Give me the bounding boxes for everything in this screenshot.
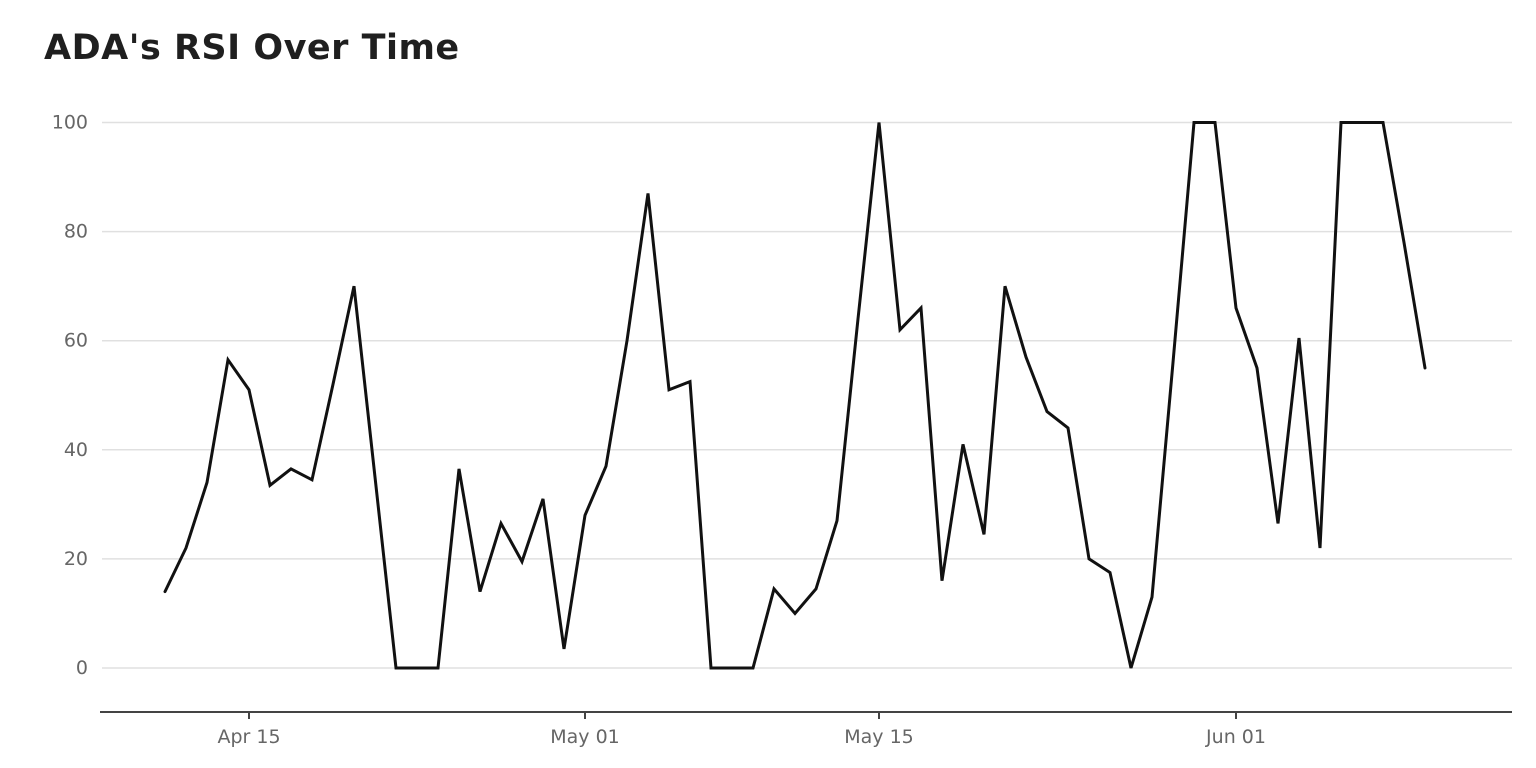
chart-title: ADA's RSI Over Time [44, 28, 460, 68]
y-tick-label-20: 20 [64, 548, 88, 570]
y-tick-label-40: 40 [64, 439, 88, 461]
rsi-data-line [163, 121, 1427, 670]
y-tick-label-100: 100 [52, 112, 88, 134]
x-tick-label-may-01: May 01 [550, 726, 620, 748]
y-tick-label-60: 60 [64, 330, 88, 352]
x-tick-label-jun-01: Jun 01 [1205, 726, 1266, 748]
y-tick-label-80: 80 [64, 221, 88, 243]
x-tick-label-may-15: May 15 [844, 726, 914, 748]
x-tick-label-apr-15: Apr 15 [217, 726, 280, 748]
y-tick-label-0: 0 [76, 657, 88, 679]
